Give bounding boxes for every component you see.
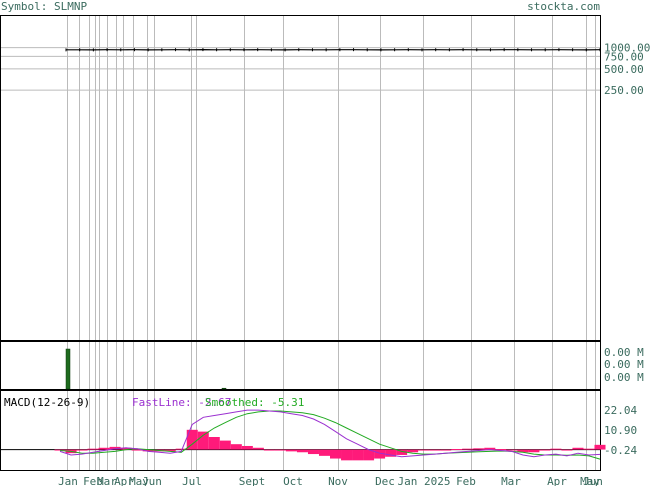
- macd-histogram-bar: [528, 450, 539, 453]
- macd-histogram-bar: [429, 450, 440, 451]
- macd-histogram-bar: [198, 432, 209, 450]
- smoothed-legend: Smoothed: -5.31: [205, 396, 304, 409]
- macd-histogram-bar: [418, 450, 429, 451]
- macd-histogram-bar: [594, 445, 605, 450]
- macd-histogram-bar: [275, 450, 286, 451]
- macd-histogram-bar: [264, 450, 275, 451]
- x-axis-label: Oct: [283, 475, 303, 486]
- smoothed-name: Smoothed: [205, 396, 258, 409]
- macd-histogram-bar: [473, 448, 484, 449]
- macd-histogram-bar: [286, 450, 297, 452]
- price-tick-label: 750.00: [604, 50, 644, 63]
- x-axis-label: Dec: [375, 475, 395, 486]
- macd-histogram-bar: [440, 450, 451, 451]
- macd-histogram-bar: [572, 448, 583, 450]
- volume-tick-label: 0.00 M: [604, 371, 644, 384]
- price-tick-label: 250.00: [604, 84, 644, 97]
- macd-histogram-bar: [253, 448, 264, 450]
- macd-histogram-bar: [209, 437, 220, 450]
- x-axis-label: Jul: [182, 475, 202, 486]
- volume-bar: [66, 349, 70, 389]
- macd-histogram-bar: [352, 450, 363, 461]
- x-axis-label: Jun: [142, 475, 162, 486]
- macd-histogram-bar: [462, 449, 473, 450]
- macd-histogram-bar: [550, 449, 561, 450]
- site-label[interactable]: stockta.com: [527, 0, 600, 13]
- volume-panel: 0.00 M0.00 M0.00 M: [1, 342, 645, 390]
- price-frame: [1, 16, 601, 341]
- macd-histogram-bar: [319, 450, 330, 456]
- macd-histogram-bar: [77, 450, 88, 451]
- x-axis-label: Mar: [501, 475, 521, 486]
- macd-histogram-bar: [583, 449, 594, 450]
- volume-bar: [222, 388, 226, 389]
- macd-histogram-bar: [561, 450, 572, 451]
- macd-histogram-bar: [88, 449, 99, 450]
- symbol-label: Symbol: SLMNP: [1, 0, 87, 13]
- macd-tick-label: 10.90: [604, 424, 637, 437]
- macd-histogram-bar: [242, 446, 253, 450]
- x-axis-label: Sept: [239, 475, 266, 486]
- macd-histogram-bar: [231, 444, 242, 449]
- macd-title: MACD(12-26-9): [4, 396, 90, 409]
- x-axis-label: Nov: [328, 475, 348, 486]
- macd-tick-label: -0.24: [604, 444, 637, 457]
- x-axis-label: Jan: [58, 475, 78, 486]
- x-axis-label: Feb: [456, 475, 476, 486]
- macd-tick-label: 22.04: [604, 404, 637, 417]
- macd-histogram-bar: [220, 441, 231, 450]
- macd-histogram-bar: [539, 450, 550, 451]
- smoothed-value: -5.31: [271, 396, 304, 409]
- macd-histogram-bar: [451, 449, 462, 450]
- volume-frame: [1, 342, 601, 390]
- fastline-name: FastLine: [132, 396, 185, 409]
- macd-histogram-bar: [341, 450, 352, 461]
- price-tick-label: 500.00: [604, 63, 644, 76]
- macd-histogram-bar: [330, 450, 341, 459]
- macd-histogram-bar: [297, 450, 308, 453]
- x-axis-label: Jun: [583, 475, 603, 486]
- x-axis-label: Jan 2025: [398, 475, 451, 486]
- volume-tick-label: 0.00 M: [604, 358, 644, 371]
- macd-histogram-bar: [407, 450, 418, 453]
- macd-histogram-bar: [99, 448, 110, 450]
- macd-histogram-bar: [506, 450, 517, 451]
- x-axis-label: Apr: [547, 475, 567, 486]
- macd-histogram-bar: [308, 450, 319, 454]
